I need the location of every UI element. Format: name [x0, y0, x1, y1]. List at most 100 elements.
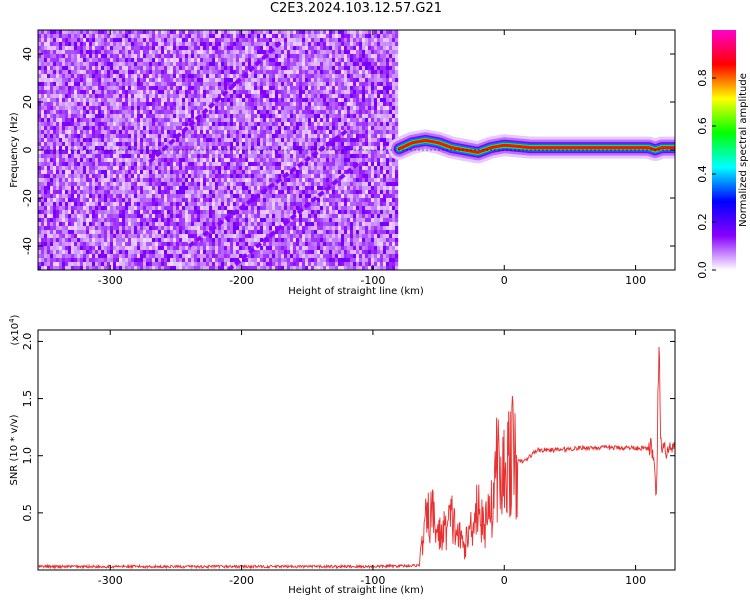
- heatmap-cell: [134, 146, 138, 151]
- heatmap-cell: [191, 62, 195, 67]
- heatmap-cell: [161, 98, 165, 103]
- heatmap-cell: [68, 42, 72, 47]
- heatmap-cell: [92, 250, 96, 255]
- heatmap-cell: [281, 210, 285, 215]
- heatmap-cell: [254, 130, 258, 135]
- heatmap-cell: [116, 98, 120, 103]
- heatmap-cell: [74, 46, 78, 51]
- heatmap-cell: [149, 70, 153, 75]
- heatmap-cell: [50, 238, 54, 243]
- heatmap-cell: [71, 206, 75, 211]
- heatmap-cell: [86, 234, 90, 239]
- heatmap-cell: [62, 214, 66, 219]
- heatmap-cell: [95, 182, 99, 187]
- heatmap-cell: [179, 154, 183, 159]
- heatmap-cell: [77, 198, 81, 203]
- heatmap-cell: [179, 86, 183, 91]
- heatmap-cell: [86, 94, 90, 99]
- heatmap-cell: [74, 66, 78, 71]
- heatmap-cell: [146, 230, 150, 235]
- heatmap-cell: [242, 46, 246, 51]
- heatmap-cell: [95, 226, 99, 231]
- heatmap-cell: [134, 154, 138, 159]
- heatmap-cell: [206, 178, 210, 183]
- heatmap-cell: [164, 254, 168, 259]
- heatmap-cell: [260, 194, 264, 199]
- heatmap-cell: [62, 66, 66, 71]
- heatmap-cell: [257, 214, 261, 219]
- heatmap-cell: [227, 82, 231, 87]
- heatmap-cell: [59, 230, 63, 235]
- heatmap-cell: [257, 78, 261, 83]
- heatmap-cell: [251, 134, 255, 139]
- heatmap-cell: [149, 230, 153, 235]
- heatmap-cell: [185, 166, 189, 171]
- heatmap-cell: [119, 230, 123, 235]
- heatmap-cell: [131, 82, 135, 87]
- heatmap-cell: [116, 142, 120, 147]
- heatmap-cell: [272, 214, 276, 219]
- heatmap-cell: [152, 174, 156, 179]
- heatmap-cell: [176, 202, 180, 207]
- heatmap-cell: [269, 82, 273, 87]
- heatmap-cell: [278, 98, 282, 103]
- heatmap-cell: [215, 242, 219, 247]
- heatmap-cell: [215, 138, 219, 143]
- heatmap-cell: [161, 170, 165, 175]
- heatmap-cell: [245, 138, 249, 143]
- heatmap-cell: [149, 226, 153, 231]
- heatmap-cell: [134, 158, 138, 163]
- heatmap-cell: [137, 110, 141, 115]
- heatmap-cell: [269, 210, 273, 215]
- heatmap-cell: [248, 182, 252, 187]
- heatmap-cell: [134, 78, 138, 83]
- heatmap-cell: [59, 130, 63, 135]
- heatmap-cell: [56, 198, 60, 203]
- heatmap-cell: [62, 174, 66, 179]
- heatmap-cell: [86, 222, 90, 227]
- heatmap-cell: [62, 262, 66, 267]
- heatmap-cell: [134, 94, 138, 99]
- heatmap-cell: [50, 70, 54, 75]
- heatmap-cell: [92, 78, 96, 83]
- heatmap-cell: [209, 230, 213, 235]
- heatmap-cell: [56, 118, 60, 123]
- heatmap-cell: [101, 238, 105, 243]
- heatmap-cell: [218, 50, 222, 55]
- heatmap-cell: [143, 186, 147, 191]
- heatmap-cell: [248, 150, 252, 155]
- heatmap-cell: [131, 90, 135, 95]
- heatmap-cell: [233, 134, 237, 139]
- heatmap-cell: [164, 154, 168, 159]
- heatmap-cell: [89, 150, 93, 155]
- heatmap-cell: [254, 234, 258, 239]
- heatmap-cell: [269, 42, 273, 47]
- heatmap-cell: [113, 50, 117, 55]
- heatmap-cell: [38, 230, 42, 235]
- heatmap-cell: [164, 206, 168, 211]
- heatmap-cell: [284, 50, 288, 55]
- heatmap-cell: [251, 126, 255, 131]
- heatmap-cell: [191, 98, 195, 103]
- heatmap-cell: [230, 186, 234, 191]
- heatmap-cell: [146, 170, 150, 175]
- heatmap-cell: [251, 218, 255, 223]
- heatmap-cell: [164, 174, 168, 179]
- heatmap-cell: [215, 202, 219, 207]
- heatmap-cell: [173, 110, 177, 115]
- heatmap-cell: [107, 142, 111, 147]
- heatmap-cell: [167, 150, 171, 155]
- heatmap-cell: [122, 218, 126, 223]
- heatmap-cell: [74, 210, 78, 215]
- heatmap-cell: [113, 86, 117, 91]
- heatmap-cell: [113, 70, 117, 75]
- heatmap-cell: [164, 166, 168, 171]
- heatmap-cell: [257, 186, 261, 191]
- heatmap-cell: [173, 182, 177, 187]
- heatmap-cell: [146, 262, 150, 267]
- heatmap-cell: [134, 110, 138, 115]
- heatmap-cell: [185, 54, 189, 59]
- heatmap-cell: [104, 126, 108, 131]
- heatmap-cell: [209, 34, 213, 39]
- heatmap-cell: [227, 106, 231, 111]
